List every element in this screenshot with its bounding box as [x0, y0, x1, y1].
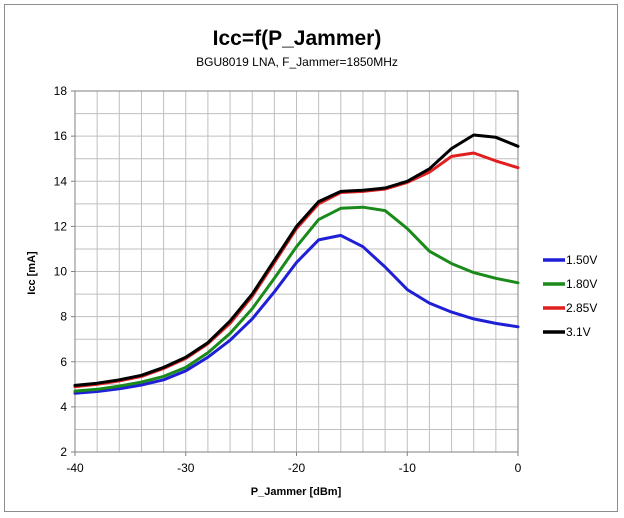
series-line-3.1V [73, 133, 520, 387]
chart-subtitle: BGU8019 LNA, F_Jammer=1850MHz [196, 55, 398, 69]
x-tick-label: -40 [66, 461, 84, 475]
y-tick-label: 14 [54, 174, 68, 188]
y-tick-label: 18 [54, 84, 68, 98]
legend-label: 3.1V [566, 325, 591, 339]
x-axis-label: P_Jammer [dBm] [251, 486, 342, 498]
x-tick-label: -30 [177, 461, 195, 475]
grid [74, 90, 519, 453]
y-tick-label: 8 [60, 310, 67, 324]
y-axis-label: Icc [mA] [26, 251, 38, 295]
y-tick-label: 2 [60, 445, 67, 459]
x-tick-label: 0 [515, 461, 522, 475]
series-line-1.80V [73, 205, 520, 393]
y-tick-label: 16 [54, 129, 68, 143]
legend-label: 2.85V [566, 301, 597, 315]
legend-label: 1.80V [566, 277, 597, 291]
y-tick-label: 6 [60, 355, 67, 369]
y-tick-label: 10 [54, 265, 68, 279]
y-tick-label: 12 [54, 219, 68, 233]
chart-title: Icc=f(P_Jammer) [213, 27, 382, 50]
y-tick-label: 4 [60, 400, 67, 414]
chart-frame: Icc=f(P_Jammer) BGU8019 LNA, F_Jammer=18… [4, 4, 618, 512]
y-axis-ticks: 2 4 6 8 10 12 14 16 18 [54, 84, 75, 459]
x-axis-ticks: -40 -30 -20 -10 0 [66, 452, 522, 475]
x-tick-label: -10 [399, 461, 417, 475]
legend: 1.50V 1.80V 2.85V 3.1V [543, 253, 597, 339]
legend-label: 1.50V [566, 253, 597, 267]
series-lines [73, 133, 520, 395]
x-tick-label: -20 [288, 461, 306, 475]
series-line-1.50V [73, 233, 520, 395]
chart: Icc=f(P_Jammer) BGU8019 LNA, F_Jammer=18… [26, 27, 597, 498]
